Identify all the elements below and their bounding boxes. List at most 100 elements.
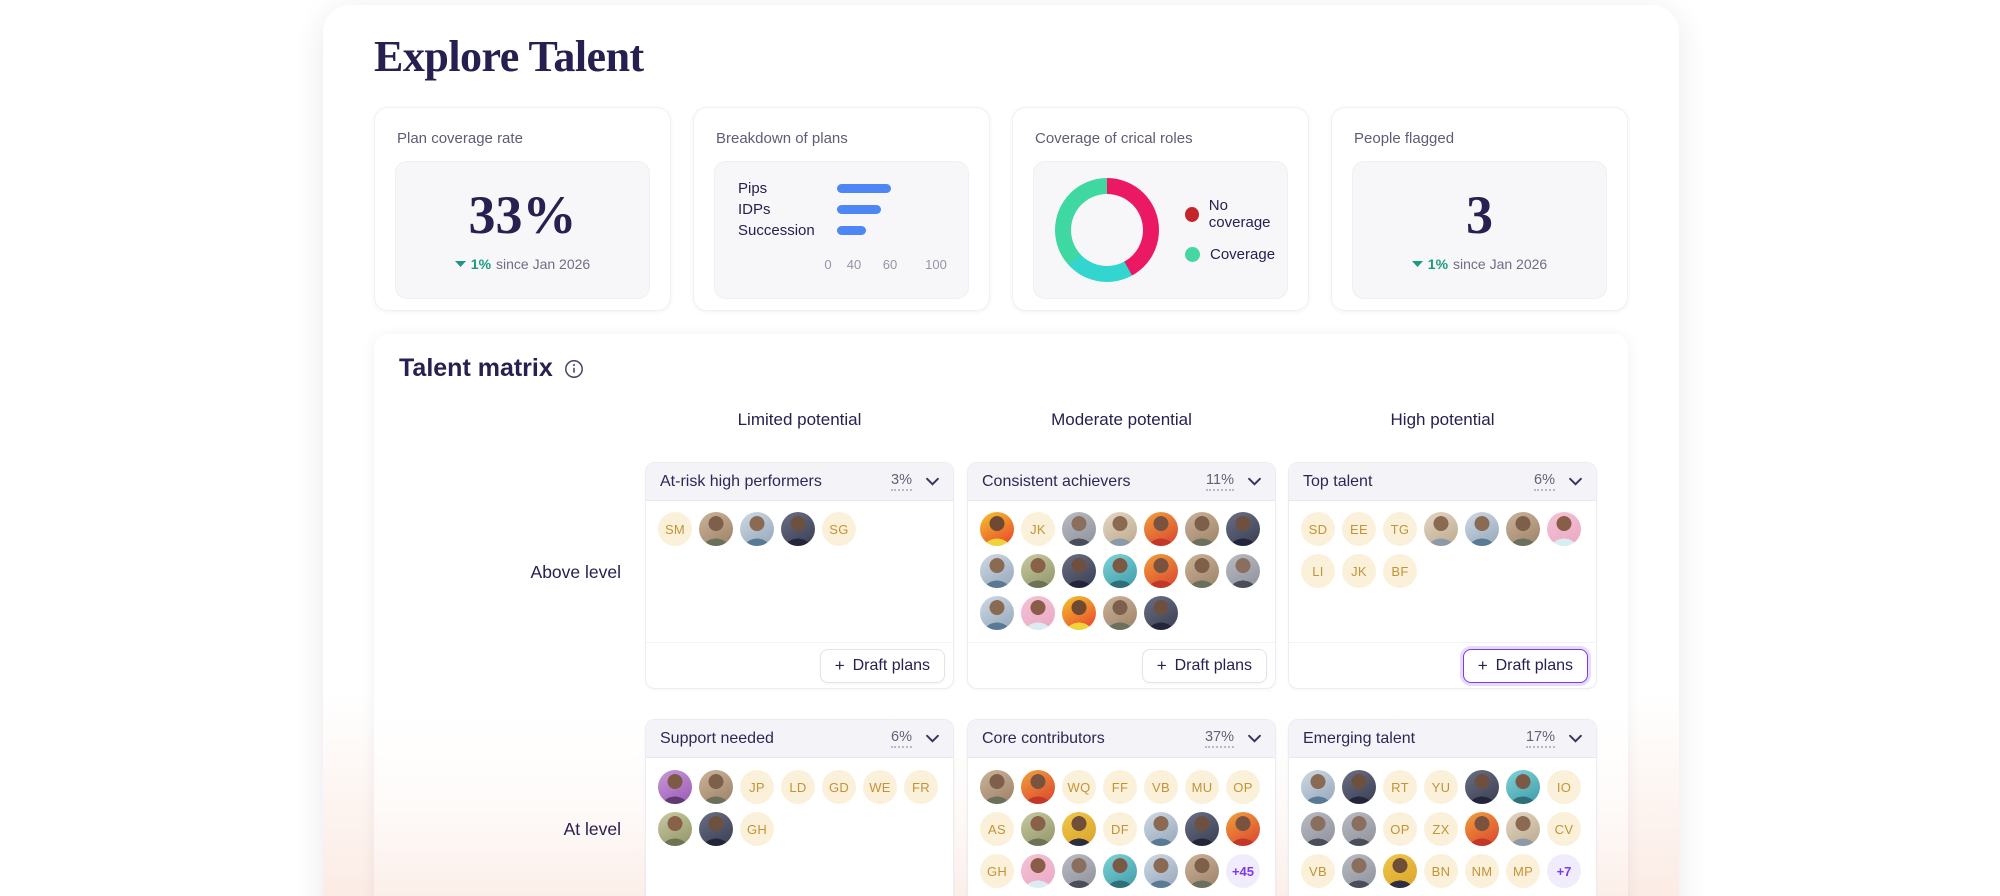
avatar-photo[interactable] (1062, 512, 1096, 546)
avatar-photo[interactable] (1424, 512, 1458, 546)
avatar-photo[interactable] (1021, 812, 1055, 846)
avatar-initials[interactable]: LD (781, 770, 815, 804)
avatar-photo[interactable] (1021, 854, 1055, 888)
avatar-initials[interactable]: SM (658, 512, 692, 546)
chevron-down-icon[interactable] (1569, 477, 1582, 486)
avatar-photo[interactable] (699, 770, 733, 804)
avatar-initials[interactable]: EE (1342, 512, 1376, 546)
avatar-photo[interactable] (980, 596, 1014, 630)
avatar-initials[interactable]: SD (1301, 512, 1335, 546)
avatar-photo[interactable] (1144, 854, 1178, 888)
chevron-down-icon[interactable] (1248, 477, 1261, 486)
avatar-photo[interactable] (1506, 512, 1540, 546)
matrix-cell-header[interactable]: Top talent 6% (1289, 463, 1596, 501)
matrix-cell-header[interactable]: At-risk high performers 3% (646, 463, 953, 501)
avatar-photo[interactable] (1383, 854, 1417, 888)
chevron-down-icon[interactable] (926, 477, 939, 486)
avatar-initials[interactable]: GH (980, 854, 1014, 888)
avatar-initials[interactable]: ZX (1424, 812, 1458, 846)
avatar-photo[interactable] (1465, 812, 1499, 846)
avatar-photo[interactable] (1062, 812, 1096, 846)
draft-plans-button[interactable]: + Draft plans (1141, 648, 1267, 683)
avatar-photo[interactable] (1021, 554, 1055, 588)
avatar-photo[interactable] (1021, 770, 1055, 804)
avatar-overflow-count[interactable]: +7 (1547, 854, 1581, 888)
avatar-initials[interactable]: MP (1506, 854, 1540, 888)
avatar-initials[interactable]: BF (1383, 554, 1417, 588)
avatar-photo[interactable] (1144, 554, 1178, 588)
avatar-photo[interactable] (1226, 512, 1260, 546)
avatar-initials[interactable]: FR (904, 770, 938, 804)
avatar-initials[interactable]: CV (1547, 812, 1581, 846)
avatar-initials[interactable]: WQ (1062, 770, 1096, 804)
matrix-cell-header[interactable]: Core contributors 37% (968, 720, 1275, 758)
avatar-photo[interactable] (1103, 854, 1137, 888)
avatar-initials[interactable]: SG (822, 512, 856, 546)
avatar-photo[interactable] (781, 512, 815, 546)
avatar-photo[interactable] (1342, 770, 1376, 804)
avatar-initials[interactable]: FF (1103, 770, 1137, 804)
avatar-photo[interactable] (1103, 512, 1137, 546)
matrix-cell-header[interactable]: Consistent achievers 11% (968, 463, 1275, 501)
avatar-initials[interactable]: AS (980, 812, 1014, 846)
avatar-photo[interactable] (1021, 596, 1055, 630)
avatar-photo[interactable] (1226, 812, 1260, 846)
matrix-cell-header[interactable]: Support needed 6% (646, 720, 953, 758)
avatar-initials[interactable]: WE (863, 770, 897, 804)
avatar-initials[interactable]: RT (1383, 770, 1417, 804)
avatar-photo[interactable] (1185, 512, 1219, 546)
avatar-initials[interactable]: YU (1424, 770, 1458, 804)
avatar-initials[interactable]: IO (1547, 770, 1581, 804)
draft-plans-button[interactable]: + Draft plans (819, 648, 945, 683)
avatar-photo[interactable] (1547, 512, 1581, 546)
avatar-photo[interactable] (1342, 854, 1376, 888)
avatar-photo[interactable] (1185, 812, 1219, 846)
info-icon[interactable] (564, 359, 584, 379)
matrix-cell-header[interactable]: Emerging talent 17% (1289, 720, 1596, 758)
avatar-initials[interactable]: VB (1144, 770, 1178, 804)
draft-plans-button[interactable]: + Draft plans (1462, 648, 1588, 683)
avatar-photo[interactable] (1226, 554, 1260, 588)
avatar-initials[interactable]: GH (740, 812, 774, 846)
avatar-photo[interactable] (1062, 854, 1096, 888)
avatar-photo[interactable] (1506, 812, 1540, 846)
avatar-overflow-count[interactable]: +45 (1226, 854, 1260, 888)
chevron-down-icon[interactable] (1569, 734, 1582, 743)
avatar-photo[interactable] (1506, 770, 1540, 804)
avatar-initials[interactable]: JP (740, 770, 774, 804)
avatar-photo[interactable] (658, 812, 692, 846)
avatar-photo[interactable] (699, 812, 733, 846)
avatar-initials[interactable]: OP (1383, 812, 1417, 846)
avatar-initials[interactable]: DF (1103, 812, 1137, 846)
avatar-initials[interactable]: VB (1301, 854, 1335, 888)
avatar-photo[interactable] (1301, 770, 1335, 804)
avatar-photo[interactable] (658, 770, 692, 804)
avatar-photo[interactable] (1062, 596, 1096, 630)
avatar-photo[interactable] (740, 512, 774, 546)
avatar-photo[interactable] (1342, 812, 1376, 846)
avatar-photo[interactable] (1144, 512, 1178, 546)
avatar-photo[interactable] (1185, 554, 1219, 588)
chevron-down-icon[interactable] (926, 734, 939, 743)
avatar-initials[interactable]: OP (1226, 770, 1260, 804)
avatar-photo[interactable] (699, 512, 733, 546)
avatar-photo[interactable] (980, 554, 1014, 588)
avatar-initials[interactable]: JK (1021, 512, 1055, 546)
avatar-photo[interactable] (1062, 554, 1096, 588)
avatar-initials[interactable]: BN (1424, 854, 1458, 888)
avatar-initials[interactable]: TG (1383, 512, 1417, 546)
avatar-initials[interactable]: GD (822, 770, 856, 804)
avatar-photo[interactable] (1465, 512, 1499, 546)
chevron-down-icon[interactable] (1248, 734, 1261, 743)
avatar-initials[interactable]: NM (1465, 854, 1499, 888)
avatar-photo[interactable] (1144, 812, 1178, 846)
avatar-photo[interactable] (1103, 554, 1137, 588)
avatar-initials[interactable]: JK (1342, 554, 1376, 588)
avatar-photo[interactable] (1301, 812, 1335, 846)
avatar-photo[interactable] (980, 512, 1014, 546)
avatar-photo[interactable] (1185, 854, 1219, 888)
avatar-photo[interactable] (980, 770, 1014, 804)
avatar-photo[interactable] (1465, 770, 1499, 804)
avatar-photo[interactable] (1103, 596, 1137, 630)
avatar-photo[interactable] (1144, 596, 1178, 630)
